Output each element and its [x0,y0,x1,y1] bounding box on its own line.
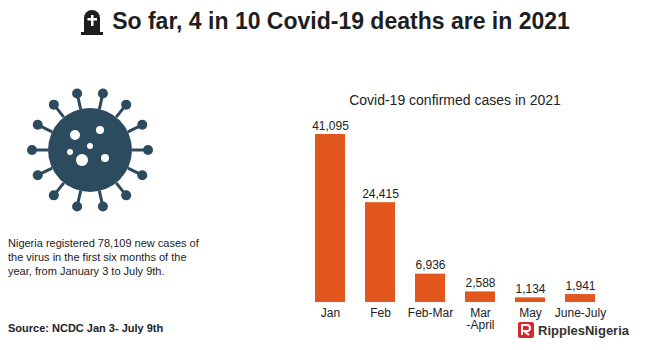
svg-text:Mar-April: Mar-April [466,306,494,332]
svg-text:Feb: Feb [370,306,391,320]
svg-text:Jan: Jan [321,306,340,320]
svg-text:Feb-Mar: Feb-Mar [408,306,453,320]
svg-text:41,095: 41,095 [312,119,349,133]
svg-text:June-July: June-July [555,306,606,320]
svg-text:6,936: 6,936 [415,258,445,272]
svg-text:1,941: 1,941 [565,279,595,293]
svg-text:May: May [519,306,542,320]
html-text:RipplesNigeria: RipplesNigeria [538,322,629,338]
svg-text:2,588: 2,588 [465,276,495,290]
svg-text:24,415: 24,415 [362,187,399,201]
html-text:So far, 4 in 10 Covid-19 death: So far, 4 in 10 Covid-19 deaths are in 2… [112,8,570,34]
svg-text:1,134: 1,134 [515,282,545,296]
html-text:Covid-19 confirmed cases in 20: Covid-19 confirmed cases in 2021 [349,92,561,108]
html-text:Source: NCDC Jan 3- July 9th: Source: NCDC Jan 3- July 9th [8,322,164,334]
html-text:Nigeria registered 78,109 new: Nigeria registered 78,109 new cases of t… [8,237,199,277]
